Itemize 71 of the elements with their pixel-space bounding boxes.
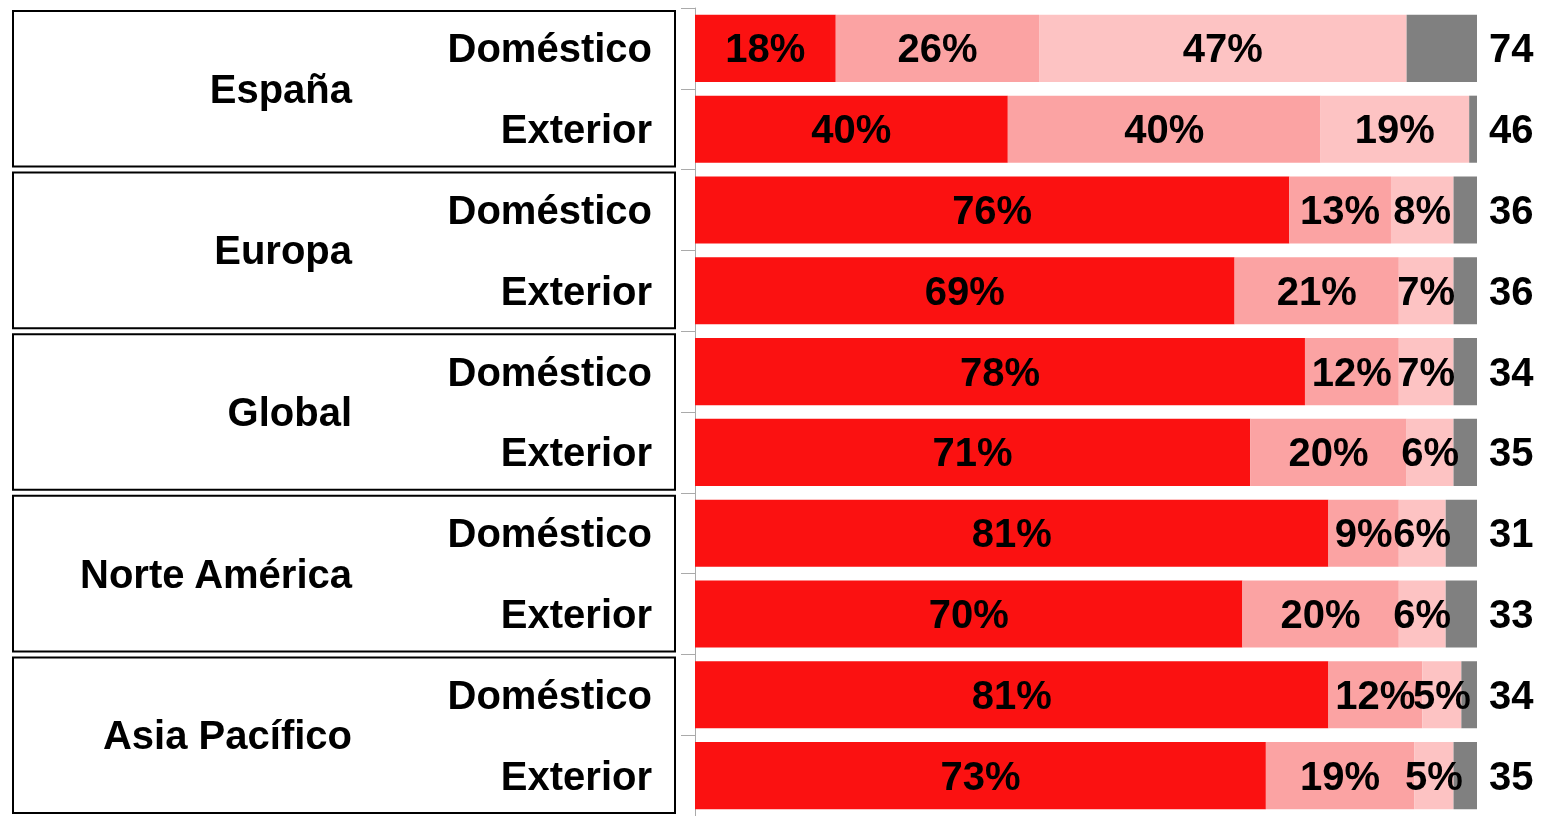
data-label: 7% <box>1397 268 1456 313</box>
y-tick-label: Doméstico <box>447 511 652 556</box>
bar <box>1453 338 1477 406</box>
data-label: 19% <box>1354 107 1435 152</box>
y-tick-label: Doméstico <box>447 349 652 394</box>
y2-tick-label: 35 <box>1489 430 1534 475</box>
y2-tick-label: 46 <box>1489 107 1534 152</box>
y-tick-label: Exterior <box>500 430 652 475</box>
data-label: 71% <box>932 430 1013 475</box>
text: Europa <box>214 228 353 273</box>
y-tick-label: Exterior <box>500 268 652 313</box>
data-label: 13% <box>1300 188 1381 232</box>
text: Asia Pacífico <box>102 713 352 758</box>
bar <box>695 499 1329 567</box>
y2-tick-label: 34 <box>1489 349 1535 394</box>
y2-tick-label: 31 <box>1489 511 1534 556</box>
bar <box>695 95 1008 163</box>
bar <box>1469 95 1477 163</box>
bar <box>1039 14 1407 82</box>
data-label: 9% <box>1334 511 1393 556</box>
text: Norte América <box>80 551 353 596</box>
data-label: 20% <box>1288 430 1369 475</box>
data-label: 12% <box>1311 349 1392 394</box>
y-tick-label: Doméstico <box>447 672 652 717</box>
data-label: 5% <box>1405 753 1463 798</box>
y2-tick-label: 36 <box>1489 188 1534 232</box>
y-tick-label: Doméstico <box>447 188 652 232</box>
text: Global <box>227 390 352 434</box>
data-label: 20% <box>1280 592 1361 636</box>
y-tick-label: Exterior <box>500 592 652 636</box>
y-tick-label: Exterior <box>500 753 652 798</box>
data-label: 40% <box>1124 107 1205 152</box>
y-tick-label: Exterior <box>500 107 652 152</box>
data-label: 6% <box>1393 592 1452 636</box>
y2-tick-label: 33 <box>1489 592 1534 636</box>
bar <box>695 176 1290 244</box>
data-label: 7% <box>1397 349 1456 394</box>
bar <box>695 742 1266 810</box>
data-label: 78% <box>959 349 1041 394</box>
data-label: 70% <box>928 592 1009 636</box>
y2-tick-label: 74 <box>1489 26 1535 71</box>
data-label: 81% <box>971 511 1052 556</box>
data-label: 6% <box>1393 511 1452 556</box>
data-label: 69% <box>924 268 1005 313</box>
data-label: 40% <box>811 107 892 152</box>
bar <box>695 257 1235 325</box>
data-label: 47% <box>1182 26 1263 71</box>
y2-tick-label: 35 <box>1489 753 1534 798</box>
data-label: 6% <box>1401 430 1459 475</box>
bar <box>1406 14 1477 82</box>
data-label: 8% <box>1393 188 1452 232</box>
bar <box>695 661 1329 729</box>
bar <box>1453 257 1477 325</box>
bar <box>1007 95 1321 163</box>
data-label: 73% <box>940 753 1021 798</box>
bar <box>695 580 1243 648</box>
data-label: 81% <box>971 672 1052 717</box>
data-label: 12% <box>1335 672 1416 717</box>
y2-tick-label: 34 <box>1489 672 1535 717</box>
y-tick-label: Doméstico <box>447 26 652 71</box>
y2-tick-label: 36 <box>1489 268 1534 313</box>
bar <box>835 14 1040 82</box>
data-label: 26% <box>897 26 978 71</box>
data-label: 76% <box>952 188 1033 232</box>
data-label: 21% <box>1276 268 1357 313</box>
text: España <box>209 66 353 111</box>
bar <box>695 338 1305 406</box>
data-label: 19% <box>1300 753 1381 798</box>
data-label: 18% <box>725 26 806 71</box>
bar <box>695 418 1251 486</box>
bar <box>1453 176 1477 244</box>
